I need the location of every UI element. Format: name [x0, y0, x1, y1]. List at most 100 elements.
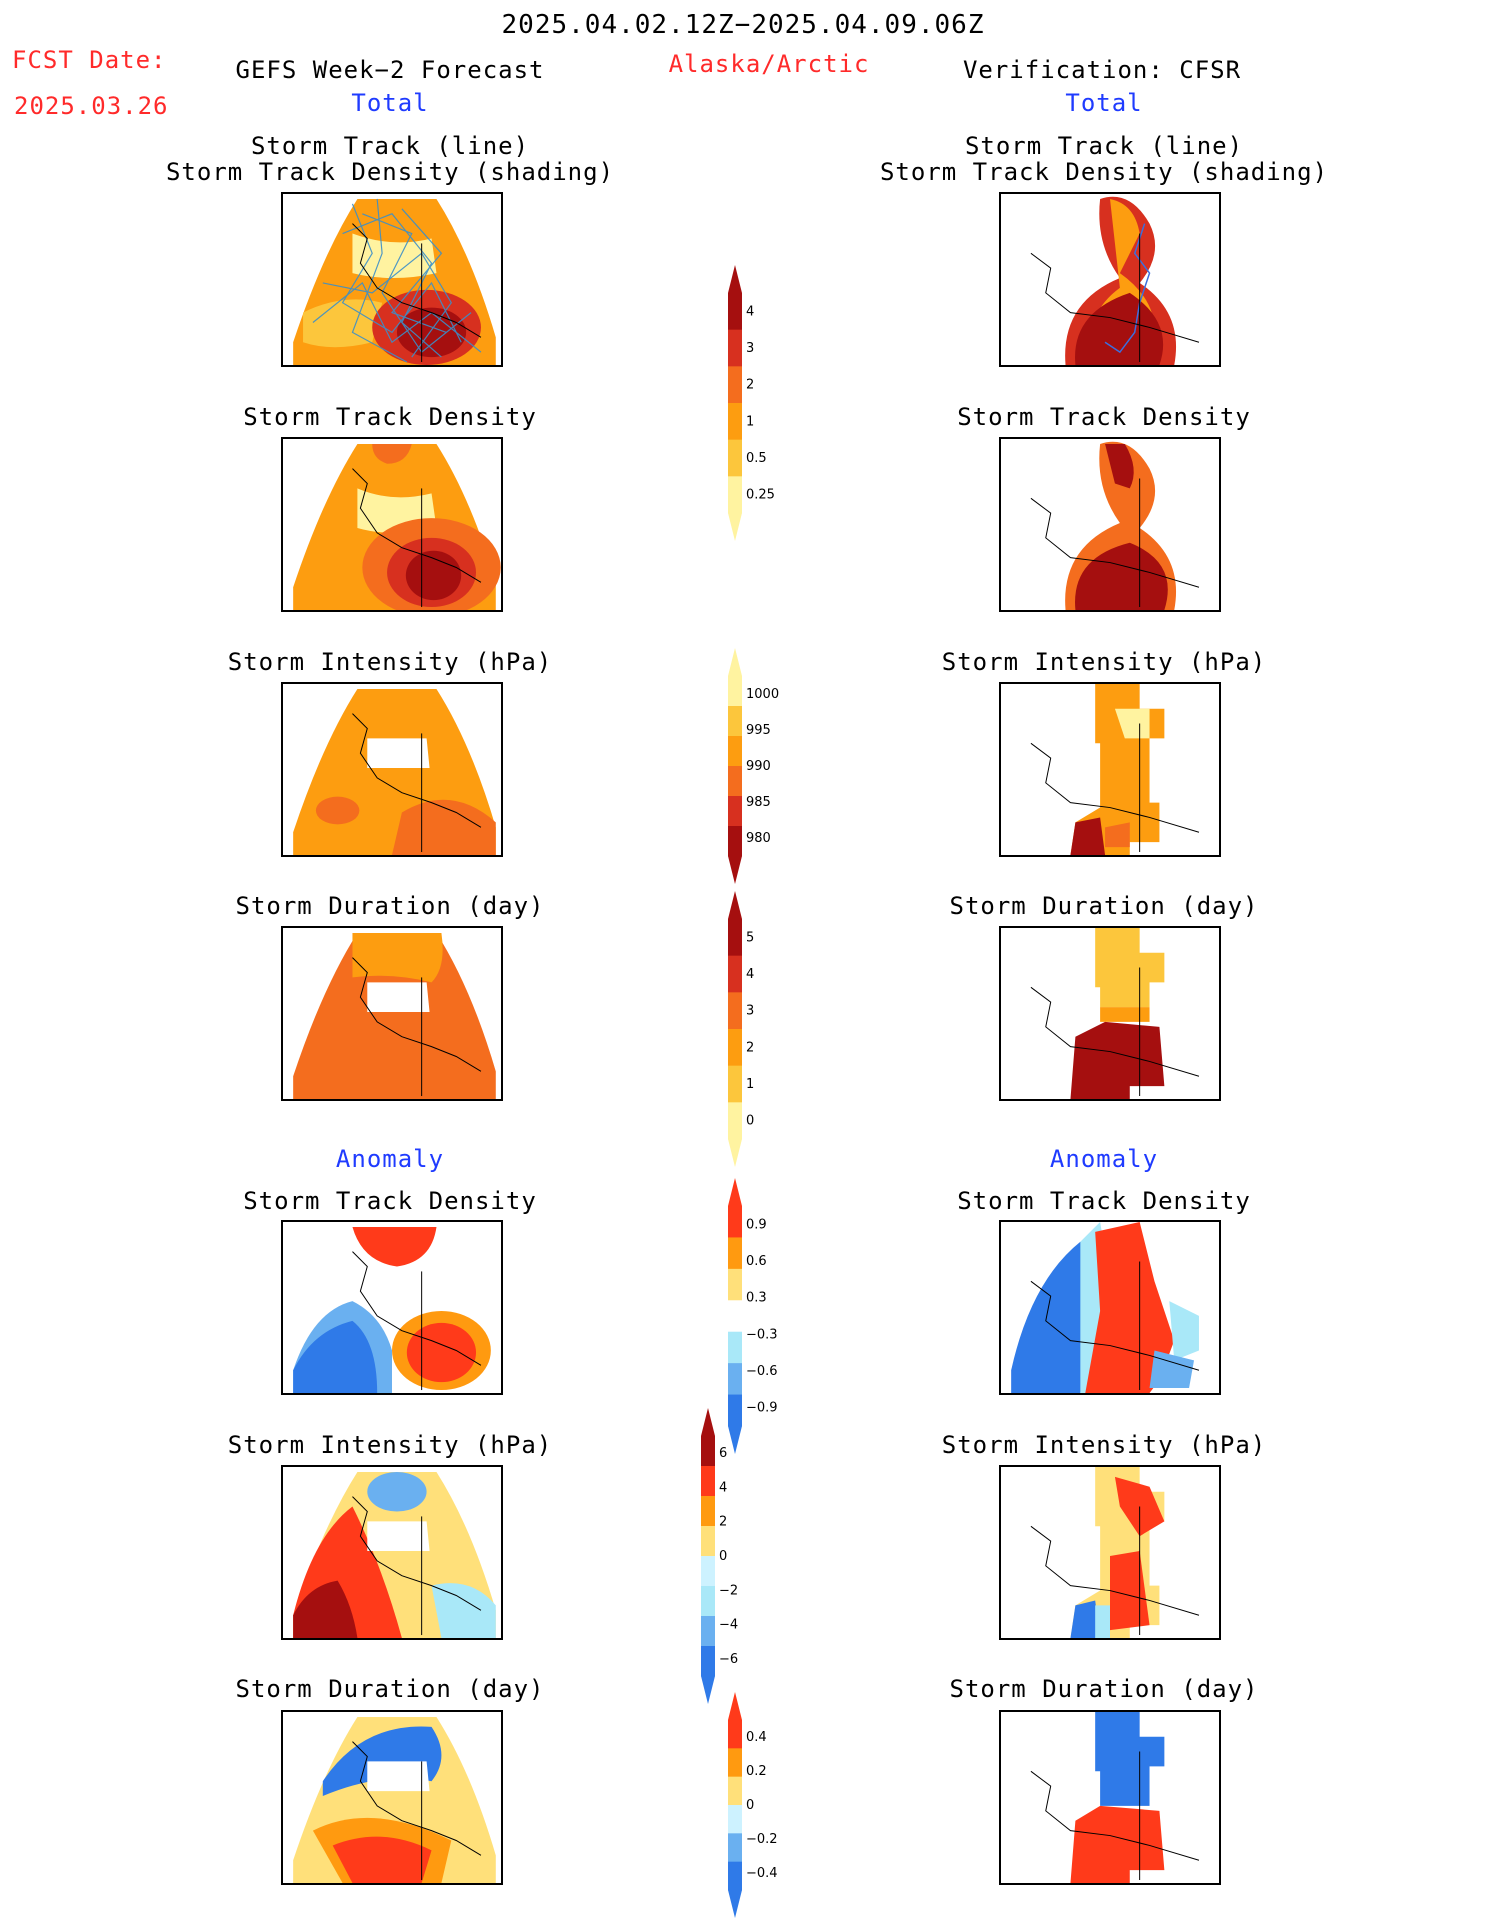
right-track-line-title: Storm Track (line)	[964, 132, 1244, 160]
colorbar-duration-total-svg: 5 4 3 2 1 0	[728, 891, 754, 1167]
colorbar-segment	[701, 1496, 715, 1527]
colorbar-label: 6	[719, 1446, 727, 1461]
colorbar-segment	[728, 476, 742, 514]
gefs-track-density-map	[281, 192, 503, 367]
colorbar-density-total: 4 3 2 1 0.5 0.25	[724, 263, 794, 547]
colorbar-duration-total: 5 4 3 2 1 0	[724, 889, 794, 1173]
left-intensity-title: Storm Intensity (hPa)	[227, 648, 553, 676]
colorbar-label: 0.25	[746, 488, 775, 503]
colorbar-segment	[728, 1805, 742, 1834]
colorbar-segment	[728, 706, 742, 737]
colorbar-label: 4	[746, 967, 754, 982]
right-track-shading-title: Storm Track Density (shading)	[879, 158, 1329, 186]
cfsr-density-anomaly-map	[999, 1220, 1221, 1395]
colorbar-label: −0.4	[746, 1866, 778, 1881]
colorbar-label: −6	[719, 1652, 738, 1667]
colorbar-segment	[728, 1268, 742, 1301]
colorbar-label: 980	[746, 831, 771, 846]
colorbar-label: 2	[746, 1040, 754, 1055]
colorbar-segment	[728, 955, 742, 993]
right-anom-intensity-title: Storm Intensity (hPa)	[941, 1431, 1267, 1459]
colorbar-cap-bottom	[728, 856, 742, 884]
colorbar-label: 1000	[746, 687, 779, 702]
colorbar-duration-anomaly: 0.4 0.2 0 −0.2 −0.4	[724, 1690, 794, 1924]
colorbar-segment	[701, 1586, 715, 1617]
cfsr-intensity-anomaly-map	[999, 1465, 1221, 1640]
gefs-duration-anomaly-map	[281, 1710, 503, 1885]
colorbar-label: 1	[746, 414, 754, 429]
colorbar-segment	[728, 403, 742, 441]
colorbar-segment	[728, 329, 742, 367]
cfsr-intensity-map	[999, 682, 1221, 857]
colorbar-duration-anomaly-svg: 0.4 0.2 0 −0.2 −0.4	[728, 1692, 778, 1918]
colorbar-density-anomaly: 0.9 0.6 0.3 −0.3 −0.6 −0.9	[724, 1176, 794, 1460]
fcst-date-label: FCST Date:	[12, 46, 167, 74]
colorbar-segment	[728, 1748, 742, 1778]
colorbar-label: 2	[746, 378, 754, 393]
right-anom-density-title: Storm Track Density	[957, 1187, 1251, 1215]
gefs-intensity-anomaly-map	[281, 1465, 503, 1640]
colorbar-segment	[728, 766, 742, 797]
colorbar-label: 0	[746, 1798, 754, 1813]
left-density-title: Storm Track Density	[243, 403, 537, 431]
right-column-title: Verification: CFSR	[962, 56, 1242, 84]
colorbar-segment	[728, 439, 742, 477]
colorbar-segment	[728, 736, 742, 767]
colorbar-segment	[728, 826, 742, 857]
colorbar-label: 1	[746, 1077, 754, 1092]
colorbar-density-total-svg: 4 3 2 1 0.5 0.25	[728, 265, 775, 541]
right-density-title: Storm Track Density	[957, 403, 1251, 431]
colorbar-label: 0	[719, 1549, 727, 1564]
left-anomaly-label: Anomaly	[335, 1145, 445, 1173]
colorbar-segment	[728, 1065, 742, 1103]
colorbar-cap-bottom	[728, 1426, 742, 1454]
cfsr-duration-map	[999, 926, 1221, 1101]
colorbar-segment	[728, 1861, 742, 1891]
colorbar-label: 995	[746, 723, 771, 738]
right-anomaly-label: Anomaly	[1049, 1145, 1159, 1173]
colorbar-label: −2	[719, 1583, 738, 1598]
colorbar-segment	[701, 1466, 715, 1497]
gefs-duration-map	[281, 926, 503, 1101]
colorbar-label: −0.2	[746, 1832, 778, 1847]
colorbar-cap-bottom	[701, 1676, 715, 1704]
left-track-shading-title: Storm Track Density (shading)	[165, 158, 615, 186]
colorbar-segment	[701, 1556, 715, 1587]
colorbar-label: 0.5	[746, 451, 767, 466]
cfsr-duration-anomaly-map	[999, 1710, 1221, 1885]
colorbar-segment	[728, 1720, 742, 1749]
colorbar-segment	[701, 1436, 715, 1467]
colorbar-label: 4	[719, 1480, 727, 1495]
gefs-density-anomaly-map	[281, 1220, 503, 1395]
colorbar-intensity-total: 1000 995 990 985 980	[724, 646, 794, 890]
colorbar-cap-bottom	[728, 513, 742, 541]
colorbar-segment	[728, 919, 742, 957]
left-total-label: Total	[351, 89, 429, 117]
colorbar-segment	[728, 1237, 742, 1270]
colorbar-label: 990	[746, 759, 771, 774]
colorbar-segment	[728, 293, 742, 331]
gefs-intensity-map	[281, 682, 503, 857]
colorbar-label: −0.9	[746, 1401, 778, 1416]
colorbar-cap-top	[728, 648, 742, 676]
colorbar-segment	[701, 1616, 715, 1647]
colorbar-label: 2	[719, 1515, 727, 1530]
colorbar-label: 3	[746, 1004, 754, 1019]
colorbar-segment	[728, 1776, 742, 1806]
left-anom-density-title: Storm Track Density	[243, 1187, 537, 1215]
colorbar-cap-top	[728, 1692, 742, 1720]
colorbar-label: 0.3	[746, 1291, 767, 1306]
right-duration-title: Storm Duration (day)	[949, 892, 1259, 920]
colorbar-label: 5	[746, 930, 754, 945]
colorbar-segment	[728, 1206, 742, 1238]
colorbar-cap-top	[701, 1408, 715, 1436]
colorbar-segment	[728, 992, 742, 1030]
colorbar-intensity-anomaly-svg: 6 4 2 0 −2 −4 −6	[701, 1408, 738, 1704]
gefs-density-map	[281, 437, 503, 612]
region-title: Alaska/Arctic	[668, 50, 870, 78]
colorbar-label: 0.4	[746, 1730, 767, 1745]
colorbar-segment	[728, 1833, 742, 1863]
colorbar-label: 4	[746, 304, 754, 319]
colorbar-cap-bottom	[728, 1139, 742, 1167]
colorbar-label: −4	[719, 1618, 738, 1633]
